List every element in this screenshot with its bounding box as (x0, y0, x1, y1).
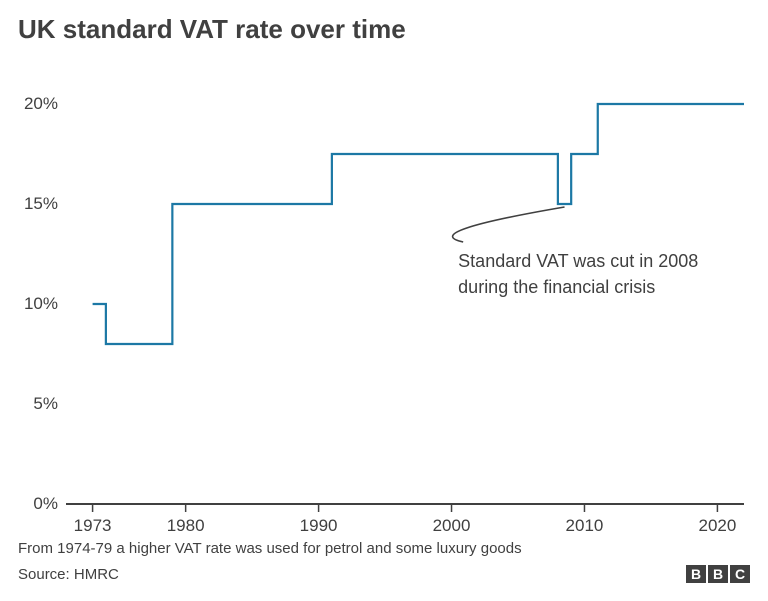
annotation-line-2: during the financial crisis (458, 274, 698, 300)
x-tick-label: 1990 (300, 516, 338, 536)
y-tick-label: 15% (8, 194, 58, 214)
y-tick-label: 0% (8, 494, 58, 514)
annotation-text: Standard VAT was cut in 2008 during the … (458, 248, 698, 300)
y-tick-label: 5% (8, 394, 58, 414)
y-tick-label: 20% (8, 94, 58, 114)
chart-footer: From 1974-79 a higher VAT rate was used … (18, 540, 750, 583)
bbc-logo: BBC (686, 565, 750, 583)
x-tick-label: 2000 (433, 516, 471, 536)
x-tick-label: 1973 (74, 516, 112, 536)
source-label: Source: HMRC (18, 566, 119, 583)
x-tick-label: 2020 (698, 516, 736, 536)
annotation-line-1: Standard VAT was cut in 2008 (458, 248, 698, 274)
y-tick-label: 10% (8, 294, 58, 314)
bbc-logo-block: C (730, 565, 750, 583)
x-tick-label: 2010 (566, 516, 604, 536)
chart-title: UK standard VAT rate over time (18, 14, 406, 45)
footnote: From 1974-79 a higher VAT rate was used … (18, 540, 750, 557)
chart-container: UK standard VAT rate over time 0% 5% 10% 15… (0, 0, 768, 601)
bbc-logo-block: B (686, 565, 706, 583)
x-tick-label: 1980 (167, 516, 205, 536)
bbc-logo-block: B (708, 565, 728, 583)
